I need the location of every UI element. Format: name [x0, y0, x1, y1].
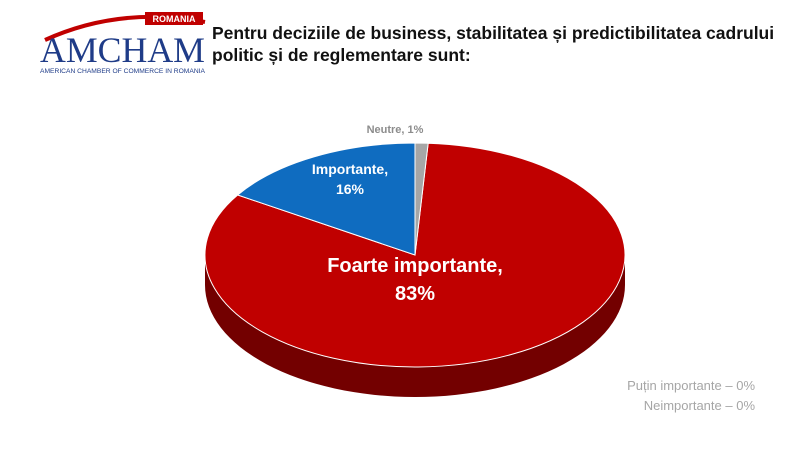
data-label: Neutre, 1% [366, 124, 424, 136]
logo-country: ROMANIA [153, 14, 196, 24]
data-label: Neimportante – 0% [643, 398, 755, 413]
logo-banner [145, 12, 203, 25]
chart-title: Pentru deciziile de business, stabilitat… [212, 23, 775, 65]
data-label: Foarte importante, 83% [327, 255, 503, 305]
logo-full-name: AMERICAN CHAMBER OF COMMERCE IN ROMANIA [40, 69, 205, 75]
data-label: Importante, 16% [311, 161, 389, 197]
pie-side [205, 255, 625, 397]
logo-name: AMCHAM [40, 30, 205, 70]
pie-slice [236, 142, 416, 256]
pie-slice [414, 142, 429, 256]
data-label: Puțin importante – 0% [627, 378, 755, 393]
